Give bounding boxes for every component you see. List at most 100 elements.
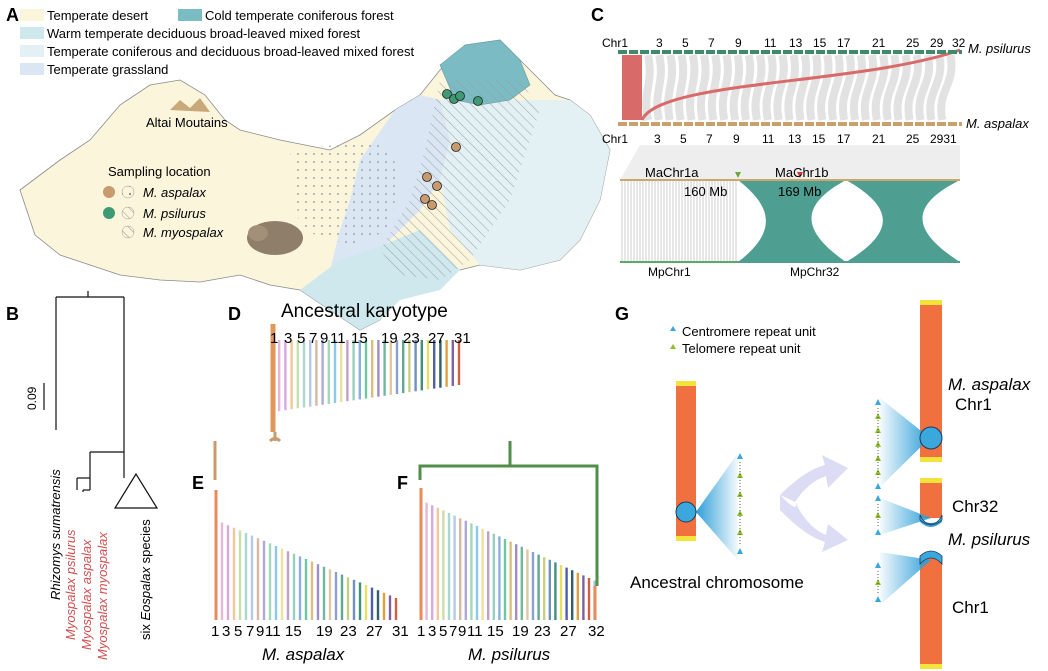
panel-label-d: D [228, 304, 241, 324]
telomere-label: Telomere repeat unit [682, 341, 801, 356]
samples-aspalax [420, 142, 461, 210]
panel-label-b: B [6, 304, 19, 324]
mountain-icon [170, 98, 210, 112]
legend-sp-psilurus: M. psilurus [143, 206, 206, 221]
syn-bottom-tick: 15 [812, 132, 826, 146]
centromere-icon [737, 548, 743, 554]
psilurus-species: M. psilurus [948, 530, 1031, 549]
phylo-tree [43, 291, 159, 509]
karyotype-tick: 27 [366, 623, 383, 640]
psilurus-chr32 [880, 478, 943, 535]
taxon-aspalax: Myospalax aspalax [79, 539, 94, 650]
sampling-legend: Sampling location M. aspalax M. psilurus… [103, 164, 224, 240]
syn-top-tick: 3 [656, 36, 663, 50]
karyotype-tick: 9 [256, 623, 264, 640]
f-species: M. psilurus [468, 645, 551, 664]
centromere-icon [875, 483, 881, 489]
syn-bottom-tick: 5 [680, 132, 687, 146]
syn-bottom-tick: 3 [654, 132, 661, 146]
karyotype-tick: 23 [340, 623, 357, 640]
syn-bottom-tick: 17 [837, 132, 851, 146]
syn-top-tick: 17 [837, 36, 851, 50]
ancestral-label: Ancestral chromosome [630, 573, 804, 592]
legend-dot-aspalax [103, 186, 115, 198]
syn-top-tick: 32 [952, 36, 966, 50]
aspalax-species: M. aspalax [948, 375, 1031, 394]
model-legend: Centromere repeat unit Telomere repeat u… [670, 324, 816, 356]
synteny-zoom [620, 145, 960, 263]
pos-169: 169 Mb [778, 184, 821, 199]
mp-chr1: MpChr1 [648, 265, 691, 279]
syn-top-chr1: Chr1 [602, 36, 628, 50]
legend-swatch-cold [178, 9, 202, 21]
map [19, 39, 611, 331]
karyotype-tick: 27 [560, 623, 577, 640]
karyotype-tick: 3 [284, 330, 292, 347]
karyotype-tick: 19 [316, 623, 333, 640]
syn-bot-chr1: Chr1 [602, 132, 628, 146]
karyotype-tick: 1 [417, 623, 425, 640]
telomere-icon [737, 491, 743, 497]
map-legend: Temperate desert Cold temperate conifero… [20, 8, 414, 77]
range-aspalax [290, 140, 400, 245]
syn-top-ticks: 3 5 7 9 11 13 15 17 21 25 29 32 [656, 36, 966, 50]
mp-chr32: MpChr32 [790, 265, 840, 279]
karyotype-tick: 15 [285, 623, 302, 640]
karyotype-tick: 19 [512, 623, 529, 640]
psilurus-chr1 [880, 550, 943, 669]
legend-desert: Temperate desert [47, 8, 149, 23]
e-species: M. aspalax [262, 645, 345, 664]
pos-160: 160 Mb [684, 184, 727, 199]
legend-sp-myospalax: M. myospalax [143, 225, 224, 240]
legend-swatch-warm [20, 27, 44, 39]
karyotype-tick: 1 [211, 623, 219, 640]
ma-chr1b: MaChr1b [775, 165, 828, 180]
taxon-psilurus: Myospalax psilurus [63, 529, 78, 640]
legend-cold: Cold temperate coniferous forest [205, 8, 394, 23]
telomere-icon [875, 455, 881, 461]
panel-label-a: A [6, 5, 19, 25]
legend-swatch-desert [20, 9, 44, 21]
karyotype-tick: 31 [392, 623, 409, 640]
centromere-icon [875, 562, 881, 568]
range-psilurus [380, 80, 540, 280]
ancestral-chromosome [675, 381, 738, 560]
centromere-icon [875, 399, 881, 405]
centromere-label: Centromere repeat unit [682, 324, 816, 339]
chr1-label: Chr1 [952, 598, 989, 617]
karyotype-tick: 31 [454, 330, 471, 347]
centromere-icon [875, 495, 881, 501]
telomere-icon [875, 579, 881, 585]
syn-bottom-tick: 13 [788, 132, 802, 146]
scale-label: 0.09 [25, 386, 39, 410]
karyotype-tick: 15 [351, 330, 368, 347]
centromere-icon [875, 596, 881, 602]
panel-label-f: F [397, 473, 408, 493]
syn-bottom-ticks: 3 5 7 9 11 13 15 17 21 25 2931 [654, 132, 957, 146]
legend-dot-psilurus [103, 207, 115, 219]
karyotype-tick: 9 [458, 623, 466, 640]
samples-psilurus [442, 89, 483, 106]
karyotype-tick: 15 [487, 623, 504, 640]
syn-bottom-tick: 21 [872, 132, 886, 146]
syn-top-tick: 9 [735, 36, 742, 50]
legend-swatch-conif [20, 45, 44, 57]
synteny-plot [618, 48, 962, 126]
karyotype-tick: 5 [439, 623, 447, 640]
karyotype-tick: 7 [449, 623, 457, 640]
syn-bottom-species: M. aspalax [966, 116, 1029, 131]
inversion-block-1 [738, 180, 846, 262]
panel-label-c: C [591, 5, 604, 25]
aspalax-chromosome [880, 300, 943, 487]
syn-top-tick: 5 [682, 36, 689, 50]
centromere-icon [670, 326, 676, 331]
altai-label: Altai Moutains [146, 115, 228, 130]
karyotype-tick: 11 [467, 623, 483, 640]
taxon-eospalax: six Eospalax species [138, 519, 153, 640]
syn-top-tick: 21 [872, 36, 886, 50]
syn-bottom-tick: 9 [733, 132, 740, 146]
right-repeat-units [875, 399, 881, 602]
karyotype-tick: 11 [265, 623, 281, 640]
karyotype-tick: 11 [330, 330, 346, 347]
